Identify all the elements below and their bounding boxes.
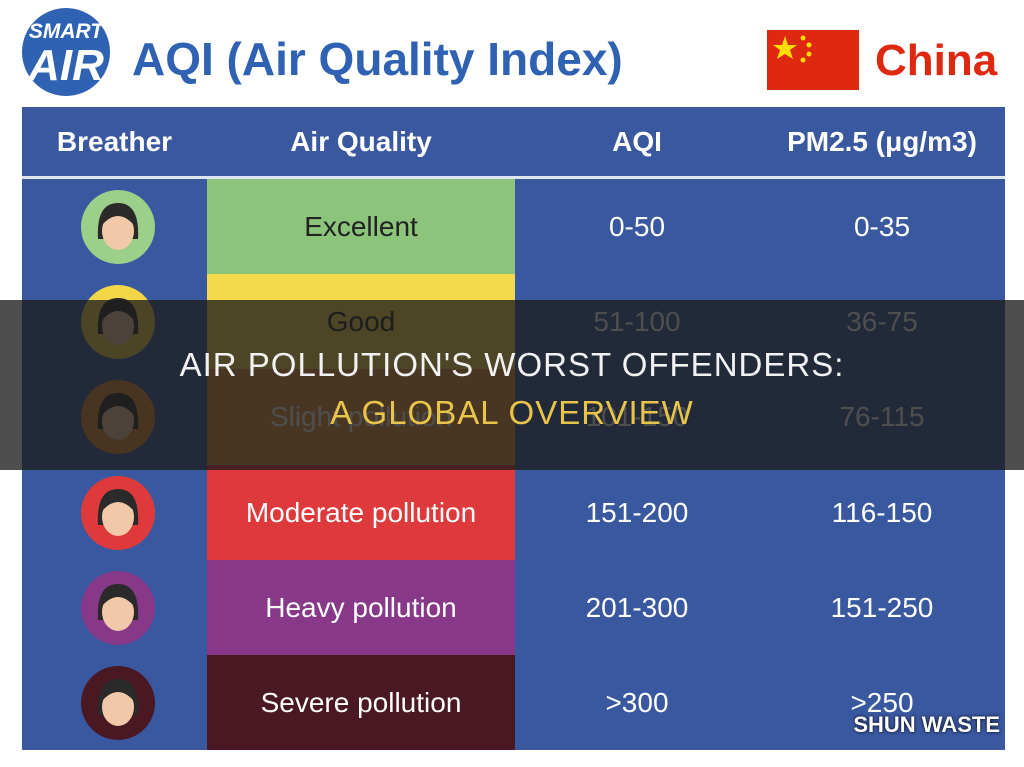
aqi-cell: >300	[605, 687, 669, 718]
pm-cell: 151-250	[830, 591, 934, 623]
quality-cell-bg	[207, 179, 515, 275]
breather-icon	[81, 475, 155, 550]
pm-cell: 0-35	[853, 211, 911, 242]
quality-cell: Severe pollution	[260, 687, 462, 718]
aqi-cell: 0-50	[608, 211, 666, 242]
column-header: Breather	[56, 126, 173, 157]
title: AQI (Air Quality Index)	[132, 33, 623, 85]
overlay-band: AIR POLLUTION'S WORST OFFENDERS: A GLOBA…	[0, 300, 1024, 470]
column-header: AQI	[612, 126, 662, 157]
column-header: Air Quality	[290, 126, 432, 157]
aqi-cell: 151-200	[585, 496, 689, 528]
breather-icon	[81, 666, 155, 740]
watermark: SHUN WASTE	[853, 712, 1000, 737]
breather-icon	[81, 190, 155, 264]
column-header: PM2.5 (μg/m3)	[787, 126, 977, 157]
quality-cell: Heavy pollution	[265, 591, 457, 623]
quality-cell: Excellent	[304, 211, 418, 242]
separator	[22, 176, 1005, 179]
flag	[767, 30, 859, 90]
quality-cell: Moderate pollution	[245, 496, 477, 528]
logo-text: AIR	[28, 41, 104, 90]
pm-cell: >250	[850, 687, 914, 718]
aqi-cell: 201-300	[585, 591, 689, 623]
country: China	[875, 36, 998, 85]
pm-cell: 116-150	[831, 496, 933, 528]
quality-cell-bg	[207, 559, 515, 655]
logo: SMART AIR	[22, 8, 110, 96]
overlay-line: AIR POLLUTION'S WORST OFFENDERS:	[179, 346, 845, 383]
quality-cell-bg	[207, 464, 515, 560]
logo-text: SMART	[28, 20, 104, 43]
overlay-line: A GLOBAL OVERVIEW	[330, 394, 694, 431]
quality-cell-bg	[207, 655, 515, 751]
breather-icon	[81, 570, 155, 645]
